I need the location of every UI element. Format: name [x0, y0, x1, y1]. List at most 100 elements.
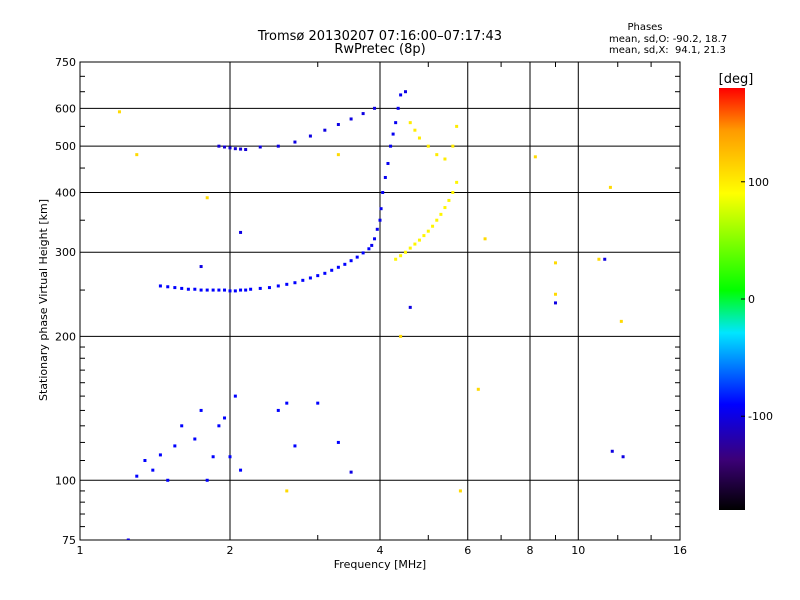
data-point: [373, 106, 377, 110]
data-point: [455, 180, 459, 184]
data-point: [355, 255, 359, 259]
data-point: [166, 285, 170, 289]
y-tick-label: 100: [55, 474, 76, 487]
data-point: [193, 287, 197, 291]
data-point: [413, 242, 417, 246]
data-point: [336, 153, 340, 157]
data-point: [619, 319, 623, 323]
data-point: [228, 146, 232, 150]
data-point: [233, 147, 237, 151]
y-tick-label: 200: [55, 330, 76, 343]
y-tick-label: 75: [62, 534, 76, 547]
data-point: [399, 254, 403, 258]
data-point: [180, 424, 184, 428]
data-point: [228, 289, 232, 293]
data-point: [603, 257, 607, 261]
data-point: [223, 416, 227, 420]
data-points: [117, 90, 625, 540]
data-point: [186, 287, 190, 291]
data-point: [228, 455, 232, 459]
stats-heading: Phases: [627, 22, 662, 33]
data-point: [386, 161, 390, 165]
data-point: [323, 271, 327, 275]
data-point: [375, 227, 379, 231]
data-point: [336, 265, 340, 269]
data-point: [217, 424, 221, 428]
data-point: [223, 288, 227, 292]
data-point: [217, 144, 221, 148]
y-tick-label: 300: [55, 246, 76, 259]
grid: [80, 62, 680, 540]
data-point: [151, 468, 155, 472]
data-point: [233, 394, 237, 398]
data-point: [597, 257, 601, 261]
colorbar-label: [deg]: [719, 72, 754, 87]
data-point: [458, 489, 462, 493]
data-point: [239, 468, 243, 472]
y-tick-label: 750: [55, 56, 76, 69]
data-point: [608, 185, 612, 189]
data-point: [439, 212, 443, 216]
data-point: [158, 284, 162, 288]
data-point: [621, 455, 625, 459]
data-point: [396, 106, 400, 110]
data-point: [217, 288, 221, 292]
data-point: [199, 288, 203, 292]
x-axis-label: Frequency [MHz]: [334, 558, 426, 571]
data-point: [239, 230, 243, 234]
colorbar-tick-label: 0: [748, 293, 755, 306]
colorbar: [719, 88, 745, 510]
data-point: [349, 470, 353, 474]
chart-subtitle: RwPretec (8p): [334, 42, 425, 57]
data-point: [435, 218, 439, 222]
data-point: [417, 238, 421, 242]
data-point: [370, 243, 374, 247]
data-point: [239, 288, 243, 292]
data-point: [205, 288, 209, 292]
data-point: [451, 144, 455, 148]
data-point: [205, 196, 209, 200]
colorbar-tick-label: 100: [748, 176, 769, 189]
x-tick-label: 4: [377, 544, 384, 557]
data-point: [258, 145, 262, 149]
data-point: [223, 145, 227, 149]
data-point: [211, 455, 215, 459]
data-point: [403, 90, 407, 94]
data-point: [435, 153, 439, 157]
data-point: [211, 288, 215, 292]
data-point: [166, 478, 170, 482]
data-point: [533, 155, 537, 159]
data-point: [553, 261, 557, 265]
data-point: [403, 250, 407, 254]
data-point: [135, 153, 139, 157]
data-point: [276, 408, 280, 412]
data-point: [143, 458, 147, 462]
data-point: [336, 440, 340, 444]
data-point: [455, 124, 459, 128]
chart-title: Tromsø 20130207 07:16:00–07:17:43: [257, 29, 502, 44]
data-point: [276, 144, 280, 148]
colorbar-ticks: 100 0 -100: [741, 176, 773, 423]
data-point: [476, 387, 480, 391]
data-point: [193, 437, 197, 441]
data-point: [447, 198, 451, 202]
data-point: [173, 286, 177, 290]
x-tick-label: 16: [673, 544, 687, 557]
data-point: [258, 286, 262, 290]
x-tick-label: 1: [77, 544, 84, 557]
data-point: [316, 401, 320, 405]
data-point: [276, 284, 280, 288]
data-point: [408, 305, 412, 309]
data-point: [373, 237, 377, 241]
data-point: [293, 444, 297, 448]
data-point: [408, 121, 412, 125]
data-point: [383, 175, 387, 179]
y-axis-label: Stationary phase Virtual Height [km]: [37, 199, 50, 401]
data-point: [308, 276, 312, 280]
data-point: [426, 144, 430, 148]
data-point: [443, 157, 447, 161]
data-point: [483, 237, 487, 241]
data-point: [199, 265, 203, 269]
data-point: [553, 292, 557, 296]
